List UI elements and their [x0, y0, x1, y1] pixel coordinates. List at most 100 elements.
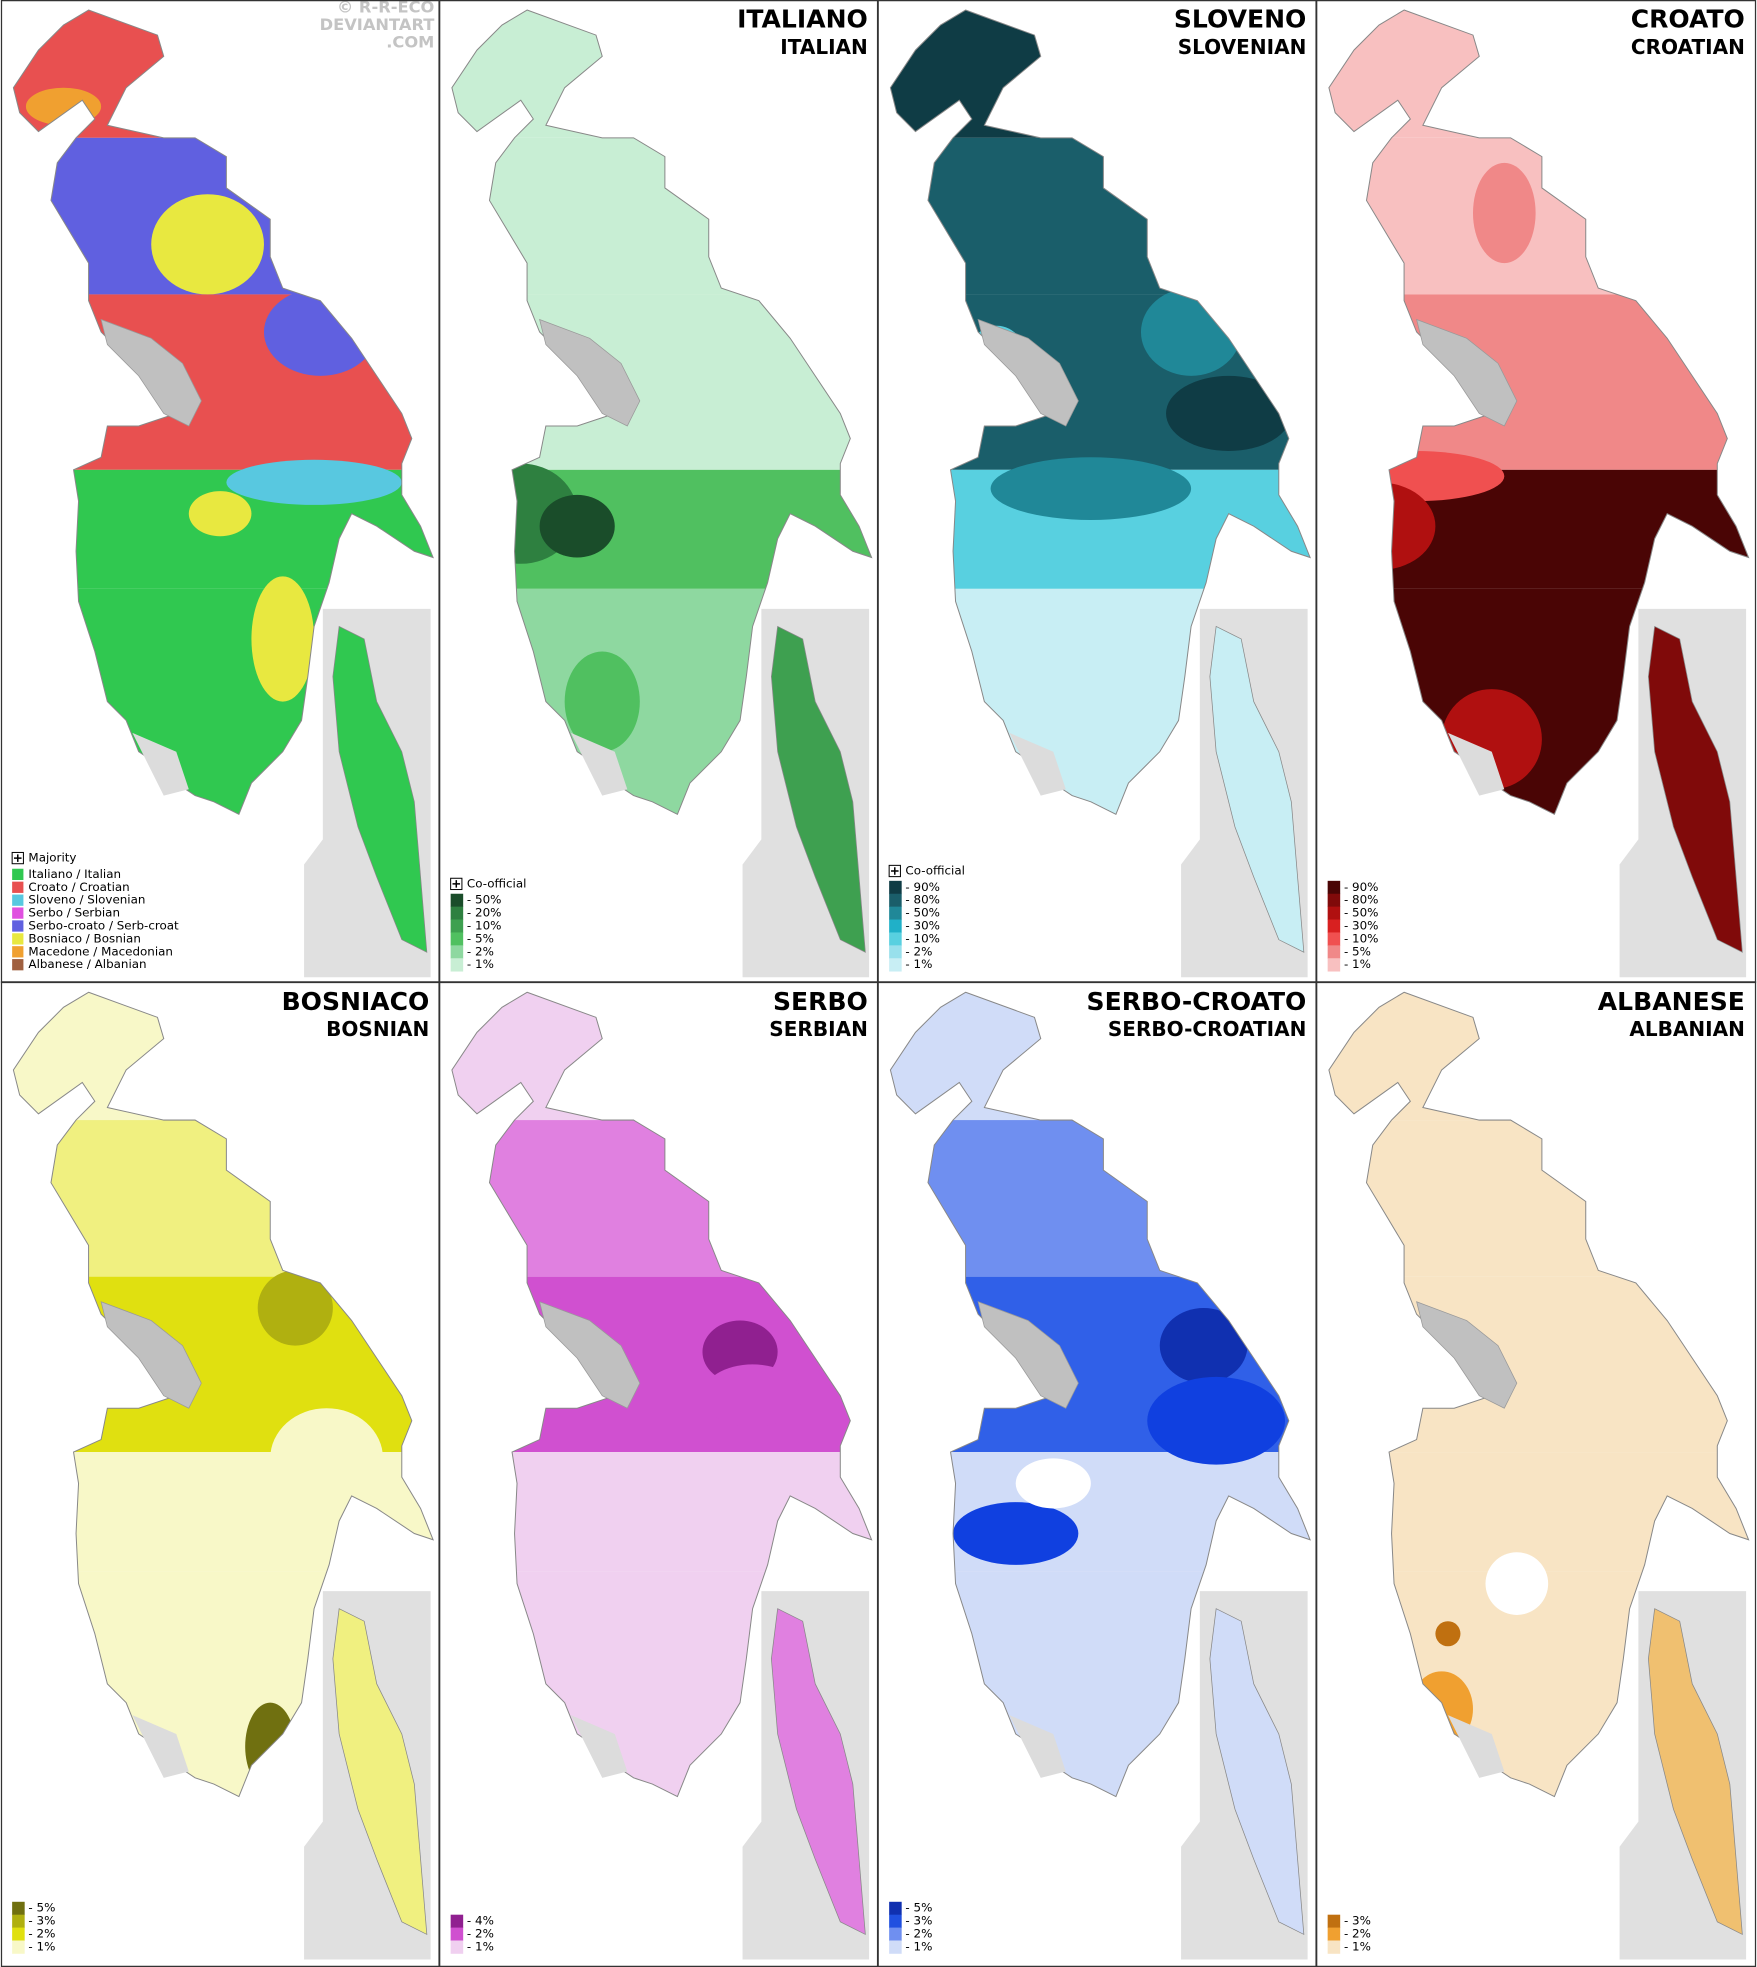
- region: [226, 459, 402, 505]
- gulf: [100, 318, 202, 427]
- island: [771, 1608, 866, 1936]
- legend-label: - 3%: [905, 1914, 932, 1928]
- legend-swatch: [1327, 919, 1341, 933]
- panel-title: BOSNIACO: [282, 987, 430, 1016]
- gulf: [539, 1301, 641, 1409]
- legend-label: - 20%: [467, 906, 502, 920]
- legend-swatch: [889, 945, 902, 959]
- legend-label: Croato / Croatian: [28, 880, 129, 894]
- legend-swatch: [450, 932, 464, 946]
- gulf: [977, 1301, 1079, 1409]
- legend-swatch: [889, 1927, 902, 1941]
- legend-label: - 10%: [467, 918, 502, 932]
- gulf: [977, 318, 1079, 427]
- legend-swatch: [1327, 880, 1341, 895]
- region: [151, 194, 264, 295]
- legend-swatch: [450, 1927, 464, 1941]
- gulf: [570, 732, 628, 796]
- panel-subtitle: BOSNIAN: [326, 1017, 429, 1041]
- coastline: [451, 9, 873, 816]
- region: [1485, 1552, 1549, 1615]
- legend-swatch: [12, 1914, 25, 1928]
- legend-swatch: [12, 907, 24, 919]
- coastline: [451, 991, 873, 1798]
- coastline: [12, 991, 434, 1798]
- legend-swatch: [12, 920, 24, 932]
- legend-swatch: [1327, 958, 1341, 972]
- legend-swatch: [12, 1927, 25, 1941]
- legend-swatch: [1327, 1927, 1341, 1941]
- island: [771, 625, 866, 953]
- legend-swatch: [1327, 893, 1341, 908]
- panel-title: ALBANESE: [1598, 987, 1745, 1016]
- legend-label: - 2%: [28, 1927, 55, 1941]
- gulf: [539, 318, 641, 427]
- legend-swatch: [889, 893, 902, 908]
- panel-title: CROATO: [1631, 5, 1745, 34]
- legend-swatch: [1327, 932, 1341, 946]
- island: [1209, 625, 1305, 953]
- legend-swatch: [1327, 906, 1341, 920]
- watermark: DEVIANTART: [320, 15, 436, 34]
- legend-label: - 1%: [1344, 1939, 1371, 1953]
- gulf: [1447, 732, 1505, 796]
- region: [1166, 375, 1292, 452]
- island: [1648, 625, 1743, 953]
- legend-label: - 90%: [905, 880, 940, 894]
- legend-label: - 1%: [467, 957, 494, 971]
- legend-swatch: [12, 1901, 25, 1916]
- coastline: [1328, 9, 1750, 816]
- legend-label: - 2%: [467, 1927, 494, 1941]
- region: [251, 576, 315, 702]
- legend-label: - 80%: [1344, 893, 1379, 907]
- panel-subtitle: CROATIAN: [1631, 35, 1745, 59]
- gulf: [1416, 1301, 1518, 1409]
- legend-label: Macedone / Macedonian: [28, 944, 173, 958]
- legend-swatch: [12, 894, 24, 906]
- panel-title: ITALIANO: [737, 5, 868, 34]
- legend-swatch: [12, 881, 24, 893]
- legend-swatch: [1327, 1914, 1341, 1928]
- gulf: [1009, 732, 1066, 796]
- gulf: [1416, 318, 1518, 427]
- legend-label: - 2%: [905, 944, 932, 958]
- legend-marker-label: Co-official: [467, 876, 527, 890]
- region: [990, 457, 1192, 520]
- island: [332, 625, 428, 953]
- region: [539, 494, 615, 558]
- legend-swatch: [889, 932, 902, 946]
- legend-label: - 90%: [1344, 880, 1379, 894]
- region: [188, 491, 252, 537]
- gulf: [570, 1715, 628, 1778]
- legend-swatch: [1327, 1940, 1341, 1954]
- legend-swatch: [889, 1914, 902, 1928]
- watermark: .COM: [386, 33, 434, 52]
- watermark: © R-R-ECO: [337, 0, 435, 17]
- region: [1472, 162, 1536, 264]
- legend-label: Albanese / Albanian: [28, 957, 146, 971]
- marker-cross: [452, 880, 461, 888]
- island: [332, 1608, 428, 1936]
- region: [1147, 1376, 1286, 1465]
- legend-label: - 10%: [905, 931, 940, 945]
- legend-label: - 1%: [467, 1939, 494, 1953]
- region: [1015, 1458, 1091, 1509]
- legend-label: - 3%: [1344, 1914, 1371, 1928]
- legend-label: - 5%: [1344, 944, 1371, 958]
- panel-subtitle: ALBANIAN: [1629, 1017, 1745, 1041]
- coastline: [889, 9, 1311, 816]
- legend-label: - 5%: [467, 931, 494, 945]
- legend-label: - 2%: [905, 1927, 932, 1941]
- panel-subtitle: ITALIAN: [780, 35, 868, 59]
- gulf: [132, 1715, 189, 1778]
- legend-swatch: [450, 958, 464, 972]
- panel-title: SERBO-CROATO: [1087, 987, 1307, 1016]
- panel-title: SERBO: [773, 987, 868, 1016]
- legend-swatch: [12, 933, 24, 945]
- legend-label: - 1%: [905, 1939, 932, 1953]
- panel-subtitle: SLOVENIAN: [1178, 35, 1307, 59]
